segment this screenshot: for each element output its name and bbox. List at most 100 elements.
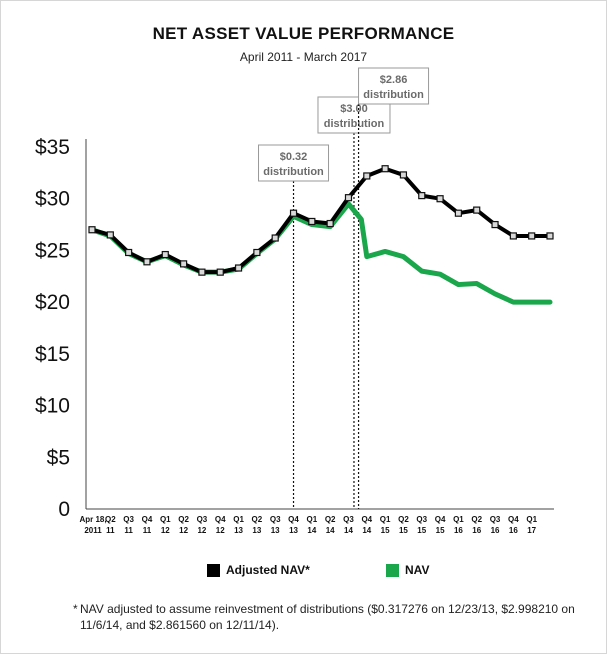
x-tick-label: Q3 — [416, 515, 427, 524]
adjusted-nav-point — [436, 195, 444, 203]
x-tick-label: Q1 — [307, 515, 318, 524]
x-tick-label: 16 — [491, 526, 500, 535]
x-tick-label: Q3 — [270, 515, 281, 524]
x-tick-label: 14 — [344, 526, 353, 535]
adjusted-nav-point — [180, 260, 188, 268]
adjusted-nav-point — [198, 268, 206, 276]
x-tick-label: Q1 — [233, 515, 244, 524]
footnote: * NAV adjusted to assume reinvestment of… — [73, 601, 590, 633]
x-tick-label: 12 — [179, 526, 188, 535]
distribution-box — [358, 67, 430, 105]
x-tick-label: Q2 — [398, 515, 409, 524]
x-tick-label: 16 — [509, 526, 518, 535]
adjusted-nav-line — [90, 166, 552, 275]
x-tick-label: Q4 — [508, 515, 519, 524]
adjusted-nav-point — [125, 248, 133, 257]
x-tick-label: Q4 — [435, 515, 446, 524]
adjusted-nav-point — [528, 232, 536, 240]
x-tick-label: 13 — [252, 526, 261, 535]
distribution-label: distribution — [263, 166, 324, 178]
x-tick-label: Q3 — [197, 515, 208, 524]
x-tick-label: Q2 — [325, 515, 336, 524]
x-tick-label: Q3 — [490, 515, 501, 524]
distribution-amount: $2.86 — [380, 74, 408, 86]
x-tick-label: 2011 — [84, 526, 102, 535]
legend-item-adjusted-nav: Adjusted NAV* — [207, 563, 310, 577]
x-tick-label: 13 — [234, 526, 243, 535]
x-tick-label: Q2 — [471, 515, 482, 524]
nav-series — [89, 201, 553, 305]
x-tick-label: 11 — [106, 526, 115, 535]
adjusted-nav-point — [381, 165, 389, 173]
chart-title: NET ASSET VALUE PERFORMANCE — [152, 24, 455, 43]
y-tick-label: $10 — [35, 395, 70, 418]
adjusted-nav-point — [344, 194, 353, 202]
x-tick-label: 12 — [161, 526, 170, 535]
adjusted-nav-point — [253, 248, 261, 257]
adjusted-nav-point — [271, 234, 279, 242]
x-tick-label: Q2 — [105, 515, 116, 524]
x-tick-label: 15 — [399, 526, 408, 535]
adjusted-nav-point — [88, 226, 96, 234]
x-tick-label: 15 — [417, 526, 426, 535]
x-tick-label: Q4 — [142, 515, 153, 524]
y-tick-label: $30 — [35, 188, 70, 211]
x-tick-label: Q2 — [252, 515, 263, 524]
y-tick-label: $5 — [47, 446, 70, 469]
footnote-text: NAV adjusted to assume reinvestment of d… — [80, 602, 575, 632]
distribution-amount: $3.00 — [340, 103, 368, 115]
x-tick-label: 14 — [362, 526, 371, 535]
x-tick-label: 12 — [216, 526, 225, 535]
adjusted-nav-point — [106, 231, 114, 239]
adjusted-nav-point — [491, 220, 499, 229]
x-tick-label: 16 — [472, 526, 481, 535]
legend-label-adjusted-nav: Adjusted NAV* — [226, 563, 310, 577]
x-tick-label: 14 — [326, 526, 335, 535]
adjusted-nav-point — [308, 217, 316, 226]
footnote-marker: * — [73, 602, 78, 616]
x-tick-label: Q1 — [453, 515, 464, 524]
adjusted-nav-point — [289, 209, 298, 217]
distribution-annotations: $0.32 distribution $3.00 distribution $2.86 d… — [258, 67, 430, 509]
x-tick-label: 13 — [289, 526, 298, 535]
legend-swatch-nav — [386, 563, 399, 577]
x-tick-label: 11 — [124, 526, 133, 535]
x-tick-label: Q4 — [288, 515, 299, 524]
x-tick-label: 15 — [381, 526, 390, 535]
distribution-amount: $0.32 — [280, 151, 308, 163]
adjusted-nav-point — [326, 219, 334, 228]
x-tick-label: Q1 — [526, 515, 537, 524]
x-tick-label: Q2 — [178, 515, 189, 524]
y-tick-label: 0 — [58, 498, 70, 521]
x-tick-label: 11 — [143, 526, 152, 535]
y-tick-label: $15 — [35, 343, 70, 366]
legend-label-nav: NAV — [405, 563, 430, 577]
nav-line — [89, 201, 553, 305]
adjusted-nav-point — [418, 192, 426, 200]
x-tick-label: Q4 — [215, 515, 226, 524]
y-tick-label: $25 — [35, 239, 70, 262]
distribution-label: distribution — [324, 118, 385, 130]
x-tick-label: 12 — [197, 526, 206, 535]
x-tick-label: Q4 — [361, 515, 372, 524]
adjusted-nav-point — [473, 206, 481, 214]
x-tick-label: Q1 — [380, 515, 391, 524]
x-tick-label: 16 — [454, 526, 463, 535]
adjusted-nav-point — [509, 232, 517, 240]
adjusted-nav-series — [88, 165, 554, 276]
adjusted-nav-point — [363, 172, 371, 180]
adjusted-nav-point — [234, 264, 243, 272]
y-tick-label: $20 — [35, 291, 70, 314]
chart-subtitle: April 2011 - March 2017 — [239, 50, 368, 64]
legend-swatch-adjusted-nav — [207, 563, 220, 577]
x-tick-label: 14 — [307, 526, 316, 535]
distribution-label: distribution — [363, 89, 424, 101]
adjusted-nav-point — [546, 232, 554, 240]
adjusted-nav-point — [143, 258, 151, 266]
x-tick-label: Q3 — [343, 515, 354, 524]
distribution-box — [258, 144, 330, 182]
adjusted-nav-point — [454, 209, 462, 217]
adjusted-nav-point — [216, 268, 224, 276]
adjusted-nav-point — [161, 250, 169, 259]
